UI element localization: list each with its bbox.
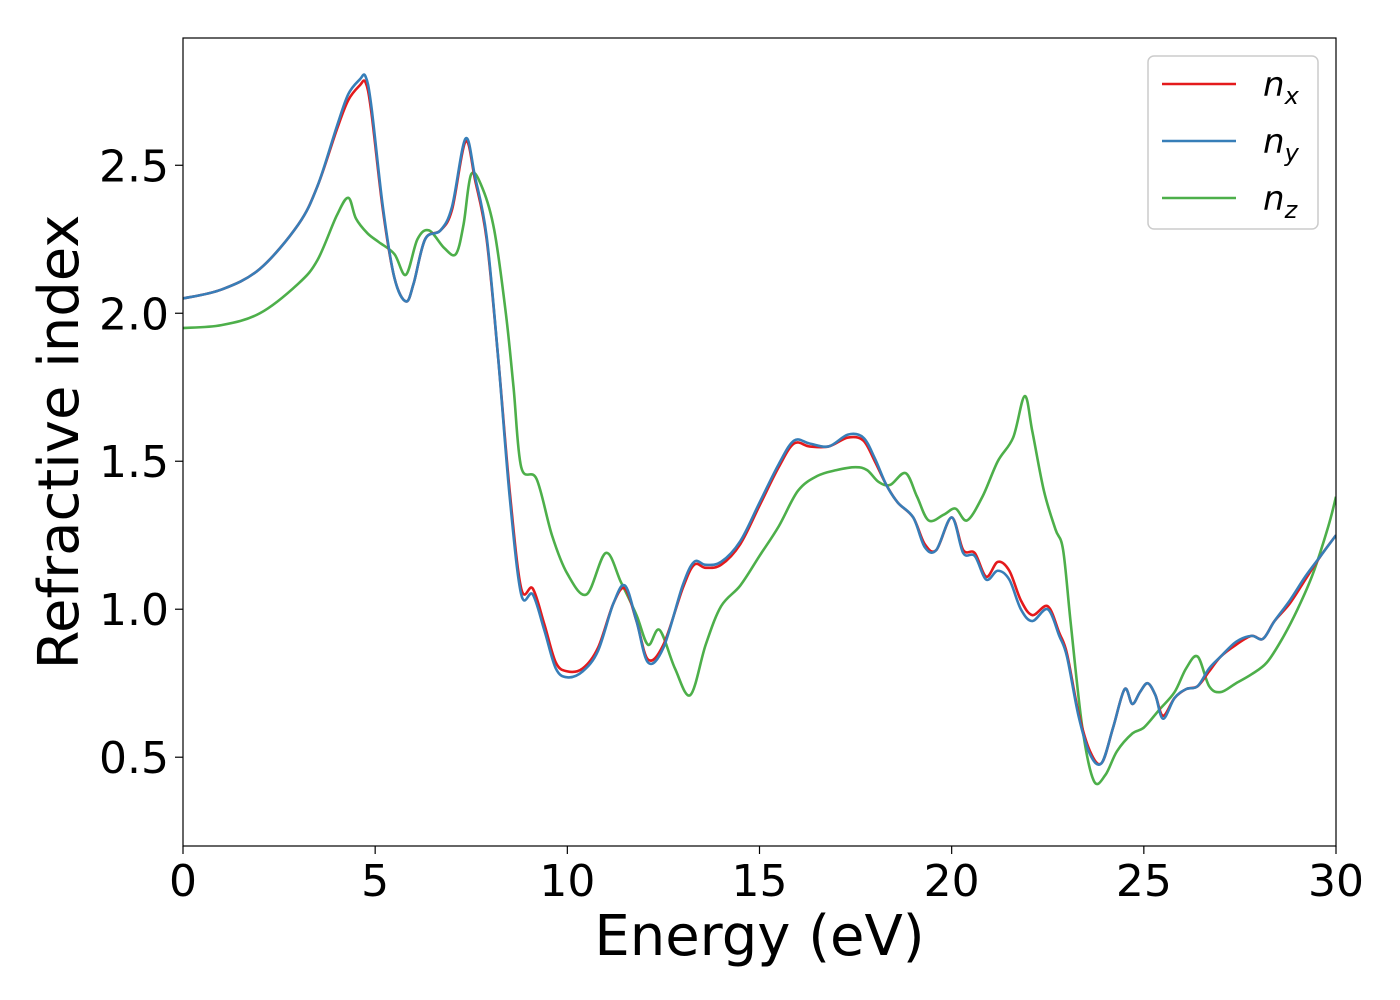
x-tick-label: 5: [361, 856, 389, 907]
legend-label-base: n: [1263, 122, 1285, 162]
y-axis-ticks: 0.5 1.0 1.5 2.0 2.5: [99, 141, 183, 784]
y-tick-label: 1.0: [99, 585, 169, 636]
x-tick-label: 20: [924, 856, 980, 907]
series-line-ny: [183, 73, 1336, 766]
y-tick-label: 2.5: [99, 141, 169, 192]
legend-label-subscript: x: [1284, 82, 1300, 110]
x-tick-label: 10: [539, 856, 595, 907]
x-axis-title: Energy (eV): [594, 904, 924, 969]
legend-label-subscript: y: [1284, 139, 1300, 167]
legend-label-base: n: [1263, 179, 1285, 219]
x-tick-label: 25: [1116, 856, 1172, 907]
legend-label-nz: nz: [1263, 179, 1299, 224]
x-tick-label: 0: [169, 856, 197, 907]
legend-label-ny: ny: [1263, 122, 1300, 167]
y-tick-label: 1.5: [99, 437, 169, 488]
legend-label-base: n: [1263, 65, 1285, 105]
legend-box: [1147, 55, 1319, 230]
y-tick-label: 2.0: [99, 289, 169, 340]
x-tick-label: 15: [732, 856, 788, 907]
x-axis-ticks: 0 5 10 15 20 25 30: [169, 846, 1364, 907]
y-axis-title: Refractive index: [27, 215, 92, 670]
legend-label-nx: nx: [1263, 65, 1300, 110]
series-line-nz: [183, 171, 1336, 786]
series-layer: [183, 73, 1336, 786]
y-tick-label: 0.5: [99, 733, 169, 784]
legend-label-subscript: z: [1284, 196, 1299, 224]
x-tick-label: 30: [1308, 856, 1364, 907]
